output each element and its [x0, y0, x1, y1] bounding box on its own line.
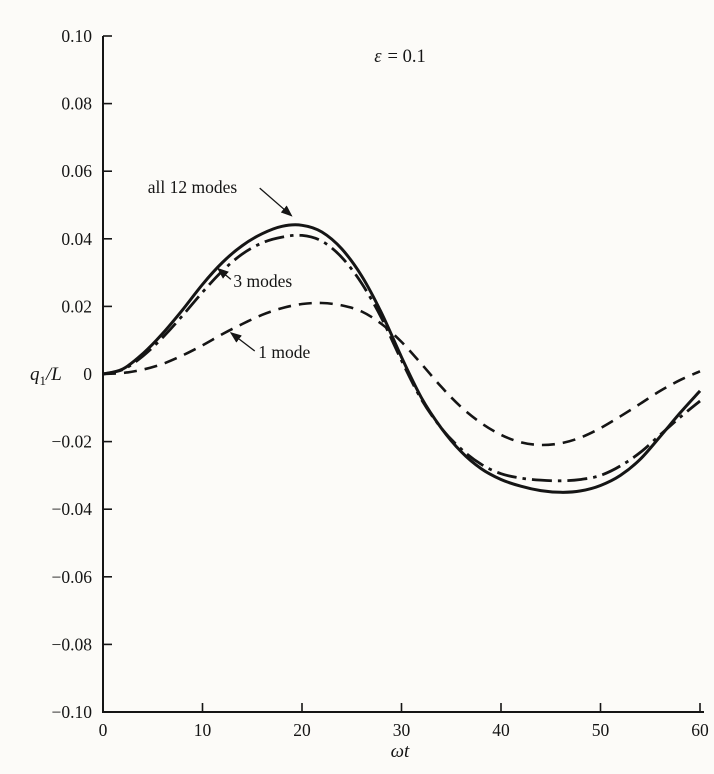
axes: [102, 36, 704, 713]
y-tick-label: 0: [83, 364, 92, 384]
y-axis-label-rest: /L: [45, 364, 62, 385]
annotation-all-12-modes: all 12 modes: [148, 177, 238, 197]
x-tick-label: 10: [194, 720, 212, 740]
annotation-arrow-3-modes: [216, 267, 232, 280]
y-axis-label-subscript: 1: [40, 373, 47, 388]
y-tick-label: −0.02: [52, 432, 93, 452]
annotation-3-modes: 3 modes: [233, 271, 292, 291]
y-tick-label: 0.08: [61, 94, 92, 114]
y-tick-label: 0.06: [61, 161, 92, 181]
y-axis-label: q1/L: [30, 364, 62, 388]
y-tick-label: −0.08: [52, 634, 93, 654]
annotation-arrow-all-12-modes: [259, 187, 293, 217]
y-tick-label: −0.06: [52, 567, 93, 587]
curve-1-mode: [102, 301, 701, 447]
y-tick-label: −0.10: [52, 702, 93, 722]
x-tick-label: 50: [592, 720, 610, 740]
epsilon-symbol: ε: [374, 47, 382, 67]
x-tick-label: 0: [99, 720, 108, 740]
y-tick-label: 0.02: [61, 296, 92, 316]
x-axis-label: ωt: [391, 741, 410, 762]
x-tick-label: 60: [691, 720, 709, 740]
epsilon-annotation: ε = 0.1: [374, 47, 425, 67]
y-tick-label: −0.04: [52, 499, 93, 519]
curve-all-12-modes: [102, 223, 702, 494]
epsilon-value: = 0.1: [388, 47, 426, 67]
x-tick-label: 30: [393, 720, 411, 740]
annotation-1-mode: 1 mode: [258, 342, 310, 362]
plot-layer: 0.10 0.08 0.06 0.04 0.02 0 −0.02 −0.04 −0.06 −0.0…: [52, 26, 710, 740]
x-tick-label: 20: [293, 720, 311, 740]
y-tick-label: 0.10: [61, 26, 92, 46]
curve-3-modes: [102, 233, 701, 483]
annotation-arrow-1-mode: [229, 331, 256, 352]
y-tick-label: 0.04: [61, 229, 92, 249]
x-tick-label: 40: [492, 720, 510, 740]
y-axis-label-base: q: [30, 364, 40, 385]
